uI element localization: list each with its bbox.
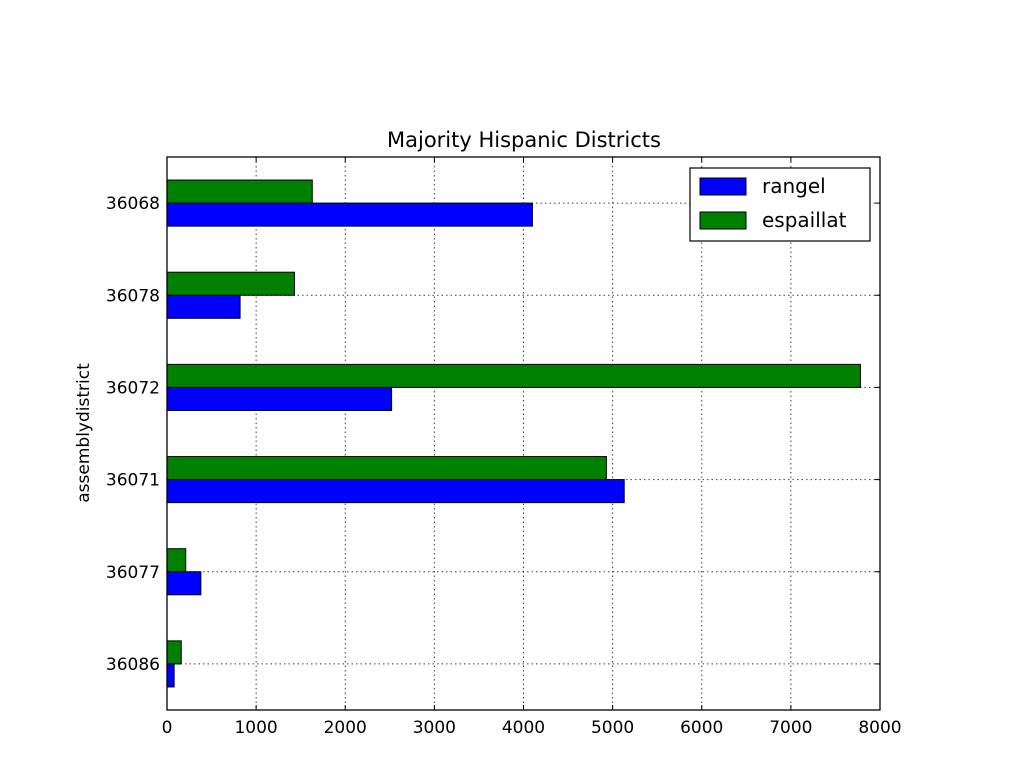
bar-rangel-36068 — [166, 202, 533, 227]
legend-swatch-espaillat — [699, 211, 747, 230]
legend-swatch-rangel — [699, 177, 747, 196]
bars — [166, 179, 861, 688]
bar-espaillat-36077 — [166, 548, 187, 573]
chart-title: Majority Hispanic Districts — [387, 128, 661, 152]
x-tick-label: 2000 — [324, 718, 367, 738]
bar-espaillat-36078 — [166, 271, 295, 296]
bar-rangel-36086 — [166, 663, 175, 688]
y-tick-label: 36071 — [106, 471, 160, 491]
bar-rangel-36077 — [166, 571, 202, 596]
y-axis-label: assemblydistrict — [74, 363, 94, 503]
y-tick-label: 36072 — [106, 378, 160, 398]
x-tick-label: 6000 — [680, 718, 723, 738]
x-tick-label: 4000 — [502, 718, 545, 738]
legend-label-rangel: rangel — [762, 174, 826, 198]
bar-rangel-36071 — [166, 479, 625, 504]
y-tick-label: 36078 — [106, 286, 160, 306]
bar-espaillat-36068 — [166, 179, 313, 204]
bar-espaillat-36072 — [166, 363, 861, 388]
ticks: 0 1000 2000 3000 4000 5000 6000 7000 8000 36086 36… — [106, 157, 902, 738]
x-tick-label: 8000 — [858, 718, 901, 738]
bar-rangel-36078 — [166, 294, 241, 319]
y-tick-label: 36077 — [106, 563, 160, 583]
x-tick-label: 3000 — [413, 718, 456, 738]
y-tick-label: 36068 — [106, 194, 160, 214]
x-tick-label: 5000 — [591, 718, 634, 738]
y-tick-label: 36086 — [106, 655, 160, 675]
x-tick-label: 1000 — [234, 718, 277, 738]
bar-espaillat-36071 — [166, 456, 607, 481]
x-tick-label: 7000 — [769, 718, 812, 738]
legend-label-espaillat: espaillat — [762, 208, 847, 232]
legend: rangel espaillat — [689, 167, 871, 242]
bar-espaillat-36086 — [166, 640, 182, 665]
x-tick-label: 0 — [162, 718, 173, 738]
bar-rangel-36072 — [166, 386, 393, 411]
